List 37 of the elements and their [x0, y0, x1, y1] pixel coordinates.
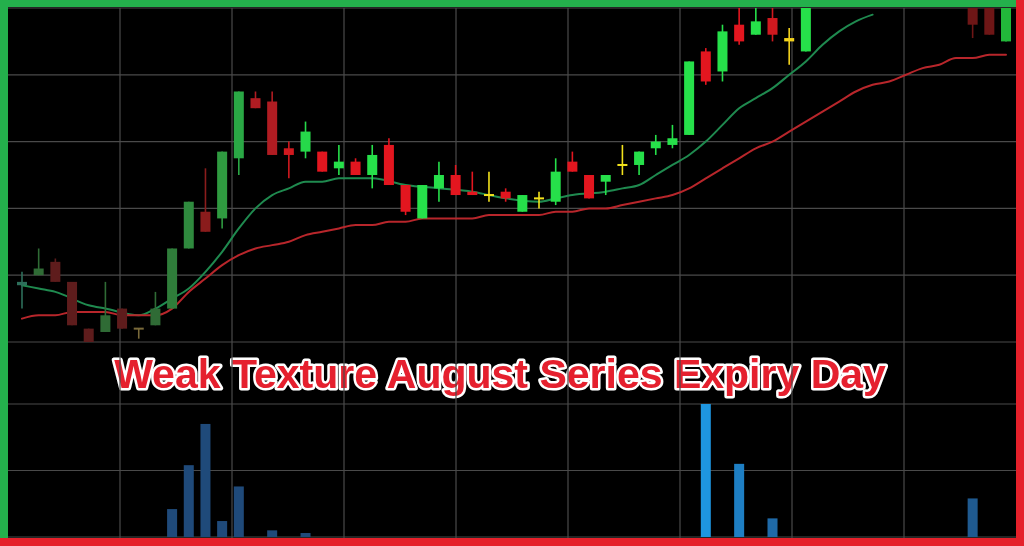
candlestick — [333, 144, 344, 176]
bar — [767, 518, 778, 537]
candlestick — [617, 144, 628, 176]
candlestick — [50, 257, 61, 283]
candlestick — [534, 190, 545, 210]
bar — [700, 404, 711, 537]
candlestick — [483, 170, 494, 203]
candlestick — [567, 150, 578, 173]
candlestick — [667, 124, 678, 150]
candlestick — [967, 7, 978, 39]
bar — [217, 521, 228, 537]
candlestick — [17, 271, 27, 310]
candlestick — [100, 281, 111, 333]
candlestick — [200, 167, 211, 233]
candlestick — [433, 160, 444, 203]
bar — [167, 509, 178, 537]
candlestick — [450, 164, 461, 196]
bar — [734, 463, 745, 537]
candlestick — [367, 144, 378, 190]
bar — [233, 486, 244, 537]
candlestick — [784, 27, 795, 66]
text: Weak Texture August Series Expiry Day — [114, 351, 887, 397]
bar — [967, 498, 978, 537]
candlestick — [133, 327, 144, 340]
candlestick — [734, 7, 745, 46]
bar — [200, 423, 211, 537]
candlestick — [33, 247, 44, 276]
candlestick — [300, 120, 311, 160]
bar — [183, 465, 194, 537]
candlestick — [750, 7, 761, 36]
candlestick — [283, 140, 294, 180]
candlestick — [150, 291, 161, 327]
bar — [267, 530, 278, 537]
candlestick — [767, 7, 778, 43]
bar — [300, 533, 311, 537]
candlestick — [600, 174, 611, 196]
candlestick — [650, 134, 661, 156]
